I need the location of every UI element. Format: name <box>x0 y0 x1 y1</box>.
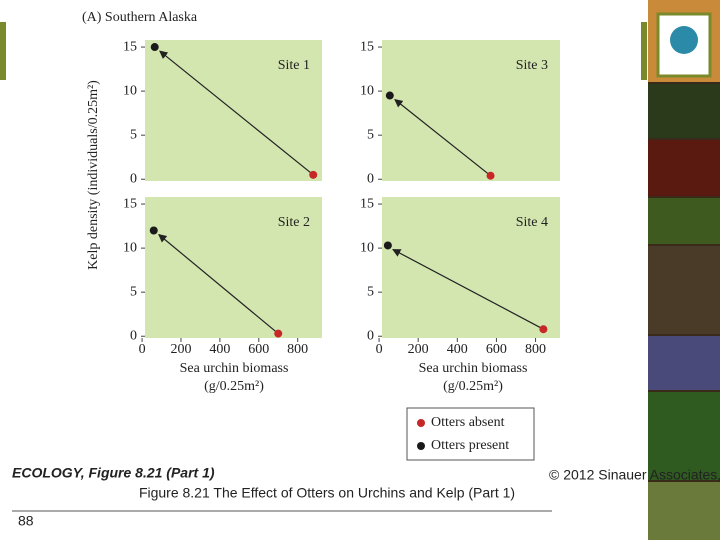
plot-area <box>382 40 560 181</box>
photo <box>648 482 720 540</box>
y-tick-label: 15 <box>360 196 374 211</box>
legend-swatch <box>417 442 425 450</box>
y-tick-label: 0 <box>367 171 374 186</box>
y-tick-label: 5 <box>130 127 137 142</box>
x-tick-label: 400 <box>209 342 230 357</box>
y-tick-label: 0 <box>130 328 137 343</box>
accent-bar <box>641 22 647 80</box>
y-tick-label: 5 <box>367 127 374 142</box>
x-tick-label: 600 <box>248 342 269 357</box>
point <box>539 325 548 334</box>
x-tick-label: 400 <box>447 342 468 357</box>
y-tick-label: 15 <box>123 39 137 54</box>
y-tick-label: 15 <box>360 39 374 54</box>
x-tick-label: 800 <box>287 342 308 357</box>
chart-title: Site 1 <box>278 58 310 73</box>
legend-label: Otters absent <box>431 415 505 430</box>
x-axis-label: (g/0.25m²) <box>443 379 503 394</box>
plot-area <box>145 197 322 338</box>
chart-title: Site 3 <box>516 58 548 73</box>
y-tick-label: 0 <box>130 171 137 186</box>
logo-mark <box>670 26 698 54</box>
photo <box>648 140 720 196</box>
point <box>486 171 495 180</box>
arrow <box>159 50 314 176</box>
legend <box>406 407 535 461</box>
y-tick-label: 0 <box>367 328 374 343</box>
copyright: © 2012 Sinauer Associates, Inc. <box>549 467 720 483</box>
point <box>274 329 283 338</box>
photo <box>648 198 720 244</box>
arrow <box>392 248 544 330</box>
photo <box>648 246 720 334</box>
x-tick-label: 0 <box>376 342 383 357</box>
point <box>309 170 318 179</box>
point <box>149 226 158 235</box>
x-tick-label: 200 <box>170 342 191 357</box>
y-axis-label: Kelp density (individuals/0.25m²) <box>86 80 101 270</box>
x-tick-label: 600 <box>486 342 507 357</box>
y-tick-label: 10 <box>360 83 374 98</box>
panel-label: (A) Southern Alaska <box>82 10 198 25</box>
arrow <box>158 233 279 335</box>
arrow <box>394 98 491 177</box>
y-tick-label: 10 <box>123 240 137 255</box>
y-tick-label: 5 <box>367 284 374 299</box>
plot-area <box>382 197 560 338</box>
accent-bar <box>0 22 6 80</box>
page-number: 88 <box>18 513 34 529</box>
point <box>383 241 392 250</box>
x-axis-label: Sea urchin biomass <box>180 361 289 376</box>
legend-label: Otters present <box>431 438 509 453</box>
source: ECOLOGY, Figure 8.21 (Part 1) <box>12 465 215 481</box>
x-tick-label: 0 <box>139 342 146 357</box>
chart-title: Site 2 <box>278 215 310 230</box>
y-tick-label: 15 <box>123 196 137 211</box>
x-axis-label: Sea urchin biomass <box>419 361 528 376</box>
photo <box>648 392 720 480</box>
y-tick-label: 10 <box>360 240 374 255</box>
x-axis-label: (g/0.25m²) <box>204 379 264 394</box>
point <box>150 43 159 52</box>
chart-title: Site 4 <box>516 215 548 230</box>
logo <box>656 12 712 78</box>
x-tick-label: 200 <box>408 342 429 357</box>
point <box>385 91 394 100</box>
y-tick-label: 10 <box>123 83 137 98</box>
x-tick-label: 800 <box>525 342 546 357</box>
y-tick-label: 5 <box>130 284 137 299</box>
caption: Figure 8.21 The Effect of Otters on Urch… <box>139 485 515 501</box>
photo <box>648 84 720 138</box>
photo <box>648 336 720 390</box>
legend-swatch <box>417 419 425 427</box>
